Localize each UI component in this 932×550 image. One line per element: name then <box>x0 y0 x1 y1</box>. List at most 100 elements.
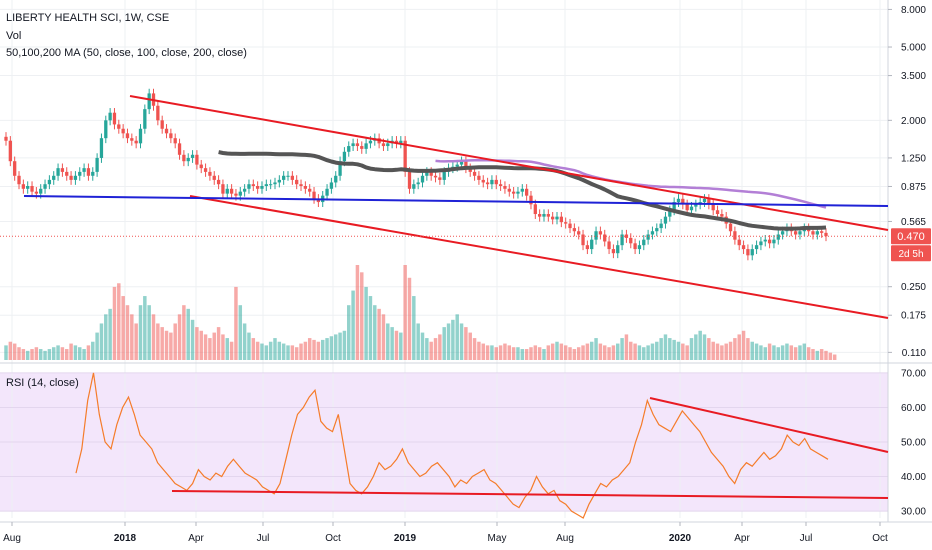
candle-body <box>295 179 299 185</box>
volume-bar <box>394 330 399 360</box>
candle-body <box>798 231 802 235</box>
rsi-axis-label: 60.00 <box>901 403 926 414</box>
time-axis-label: Oct <box>872 533 888 544</box>
candle <box>603 229 607 247</box>
candle-body <box>247 184 251 189</box>
candle-body <box>780 231 785 235</box>
candle-body <box>472 171 477 176</box>
volume-bar <box>373 305 377 360</box>
volume-bar <box>108 308 112 360</box>
candle <box>186 153 190 167</box>
candle-body <box>772 239 776 244</box>
candle <box>325 184 329 201</box>
volume-bar <box>542 349 546 360</box>
candle <box>26 181 30 194</box>
volume-bar <box>789 345 794 360</box>
candle <box>160 115 164 134</box>
volume-bar <box>832 354 837 360</box>
time-axis-label: May <box>488 533 507 544</box>
candle-body <box>477 175 481 180</box>
volume-bar <box>164 330 169 360</box>
volume-bar <box>637 345 642 360</box>
volume-bar <box>138 305 143 360</box>
candle <box>438 172 442 185</box>
volume-bar <box>546 345 551 360</box>
volume-bar <box>741 330 746 360</box>
price-axis-label: 0.875 <box>901 182 926 193</box>
candle <box>208 167 212 181</box>
candle <box>299 179 303 191</box>
candle <box>286 171 290 181</box>
candle-body <box>642 239 646 246</box>
volume-bar <box>646 345 650 360</box>
volume-bar <box>286 345 290 360</box>
candle-body <box>394 140 399 144</box>
countdown-badge: 2d 5h <box>891 245 931 262</box>
candle <box>741 240 746 255</box>
candle-body <box>676 198 681 203</box>
candle <box>772 235 776 249</box>
volume-bar <box>334 334 338 360</box>
candle-body <box>533 204 537 215</box>
volume-bar <box>464 327 468 360</box>
candle-body <box>186 157 190 162</box>
candle-body <box>225 188 229 194</box>
volume-bar <box>8 341 13 360</box>
candle-body <box>329 182 334 189</box>
candle <box>642 235 646 251</box>
volume-bar <box>264 345 269 360</box>
volume-bar <box>676 341 681 360</box>
candle <box>663 211 668 229</box>
volume-bar <box>320 339 325 360</box>
candle-body <box>173 138 177 144</box>
candle <box>277 175 281 188</box>
candle-body <box>381 143 386 147</box>
candle <box>112 108 117 130</box>
volume-bar <box>559 343 564 360</box>
volume-bar <box>4 345 8 360</box>
candle-body <box>104 120 108 139</box>
volume-bar <box>715 343 720 360</box>
candle-body <box>190 154 195 158</box>
candle-body <box>286 175 290 177</box>
candle-body <box>516 191 520 194</box>
candle <box>568 218 572 234</box>
candle-body <box>568 223 572 229</box>
candle-body <box>177 143 182 155</box>
candle-body <box>91 171 95 176</box>
candle <box>199 159 203 174</box>
candle-body <box>164 128 169 134</box>
candle-body <box>316 198 321 203</box>
candle-body <box>78 171 82 176</box>
volume-bar <box>143 296 147 360</box>
candle <box>295 175 299 190</box>
candle-body <box>711 204 715 211</box>
candle-body <box>581 234 585 246</box>
time-axis-label: Aug <box>556 533 574 544</box>
volume-bar <box>347 305 351 360</box>
candle-body <box>767 239 772 244</box>
candle-body <box>355 143 360 147</box>
candle <box>490 175 494 190</box>
candle <box>347 141 351 157</box>
candle <box>542 209 546 222</box>
candle <box>498 179 503 191</box>
candle-body <box>685 204 689 211</box>
volume-bar <box>472 338 477 360</box>
volume-bar <box>34 347 39 360</box>
volume-bar <box>520 349 525 360</box>
candle-body <box>585 245 590 250</box>
candle-body <box>498 184 503 187</box>
rsi-label: RSI (14, close) <box>6 377 79 389</box>
volume-bar <box>780 345 785 360</box>
candle <box>711 199 715 216</box>
candle-body <box>416 182 420 185</box>
volume-bar <box>368 296 373 360</box>
candle <box>182 150 186 167</box>
candle <box>147 88 151 115</box>
candle-body <box>325 188 329 196</box>
volume-bar <box>663 334 668 360</box>
volume-bar <box>316 341 321 360</box>
volume-bar <box>490 345 494 360</box>
